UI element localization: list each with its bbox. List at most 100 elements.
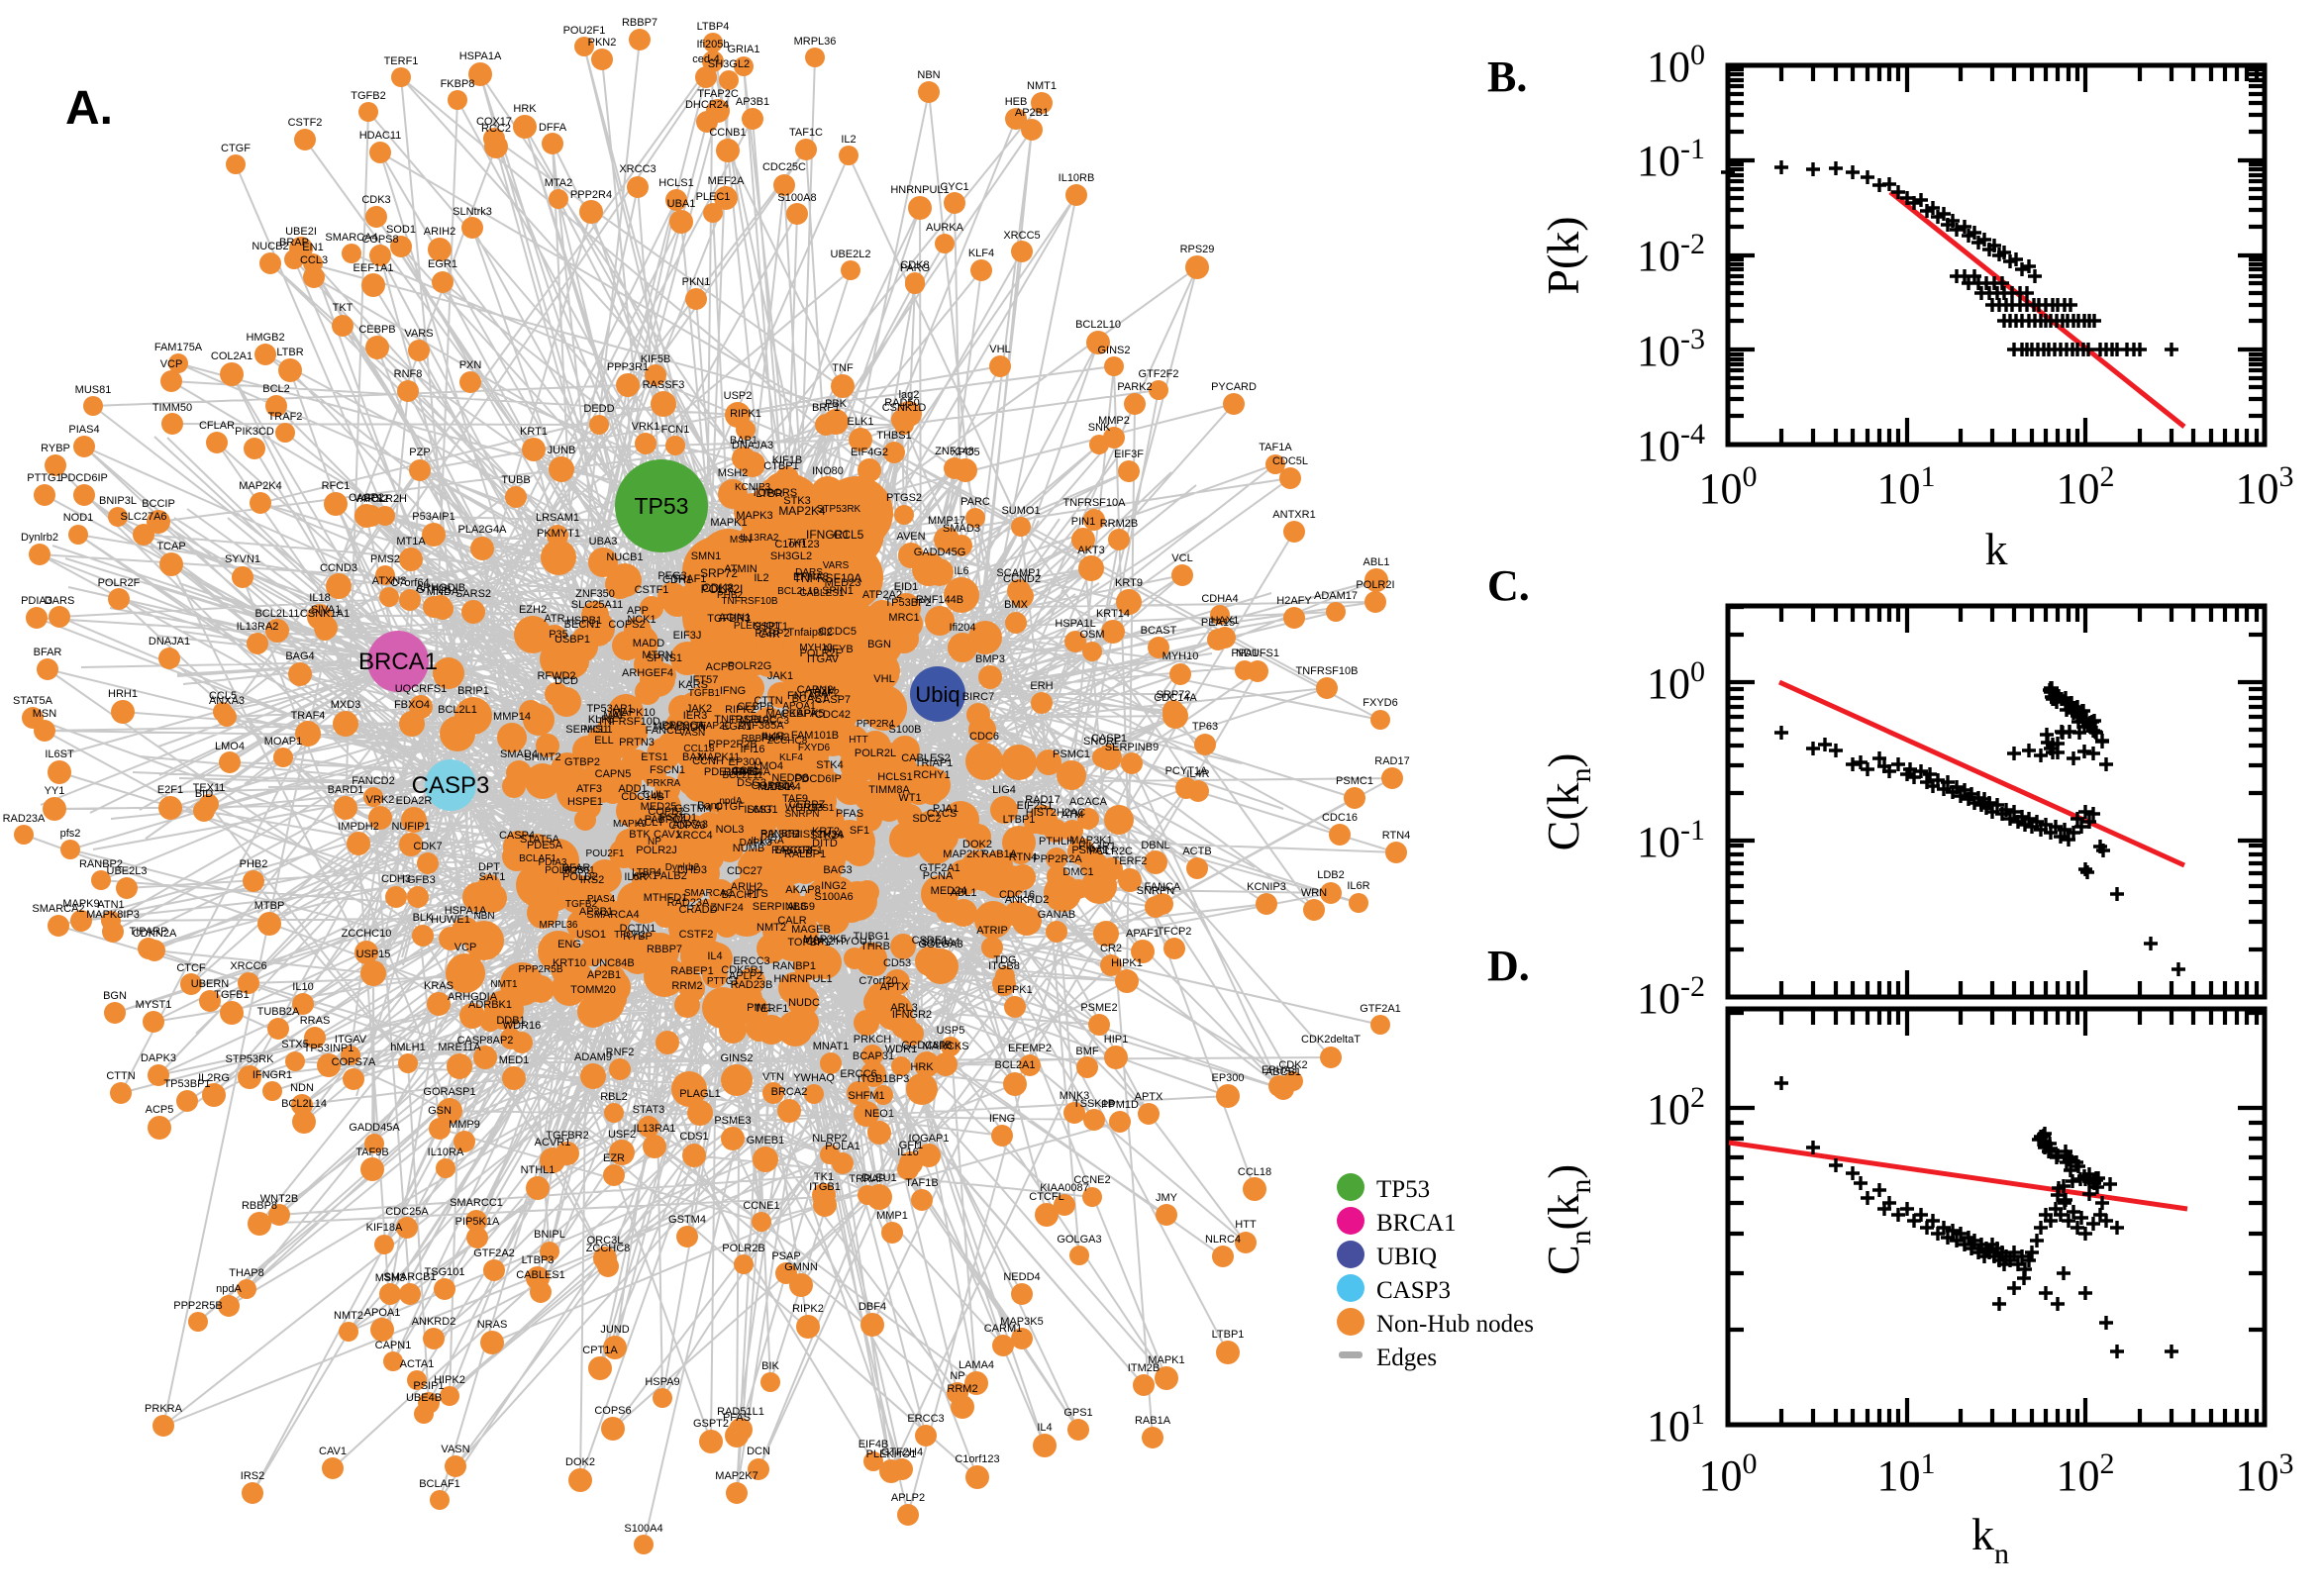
svg-text:AP3B1: AP3B1 [579,906,613,918]
svg-text:PPM1D: PPM1D [1101,1099,1139,1111]
svg-text:KRAS: KRAS [424,980,454,992]
svg-text:ACP5: ACP5 [146,1104,174,1116]
svg-text:PFAS: PFAS [723,1412,751,1424]
svg-text:CDH1: CDH1 [662,574,692,586]
svg-text:CCL18: CCL18 [1238,1166,1271,1178]
svg-text:LIG4: LIG4 [992,784,1016,796]
svg-text:CTBP1: CTBP1 [763,460,798,472]
svg-text:TRAF2: TRAF2 [808,688,840,699]
svg-text:TP53: TP53 [635,493,689,519]
svg-text:UBIQ: UBIQ [1376,1244,1437,1270]
svg-text:KRT14: KRT14 [1096,608,1130,620]
svg-text:TP53BP2: TP53BP2 [884,597,931,609]
svg-text:PTGS2: PTGS2 [886,492,922,504]
svg-text:NMT2: NMT2 [757,922,786,934]
svg-text:DAPK3: DAPK3 [740,838,772,848]
svg-text:PXN: PXN [459,359,482,371]
svg-text:POLR2B: POLR2B [545,865,584,876]
svg-text:CDK8: CDK8 [900,259,929,271]
svg-text:SUMO1: SUMO1 [1001,505,1040,517]
svg-text:GTF2A2: GTF2A2 [473,1247,515,1259]
svg-text:S100A4: S100A4 [921,937,960,948]
svg-text:ATR: ATR [544,613,564,625]
svg-text:E2F1: E2F1 [157,784,183,796]
svg-text:CDC27: CDC27 [727,865,762,877]
svg-text:MAPK9: MAPK9 [613,819,647,830]
svg-text:BCL2L11: BCL2L11 [254,608,299,620]
svg-text:TFCP2: TFCP2 [1158,926,1192,938]
svg-text:SMARCB1: SMARCB1 [383,1271,436,1283]
svg-text:10-2: 10-2 [1637,228,1705,280]
svg-text:PSIP1: PSIP1 [413,1380,444,1392]
svg-text:ANKRD2: ANKRD2 [1005,894,1050,906]
svg-text:DCD: DCD [555,675,578,687]
svg-text:TRRAP: TRRAP [849,1173,885,1185]
svg-text:FANCE: FANCE [646,725,682,737]
svg-text:USF2: USF2 [608,1129,636,1141]
svg-text:S100A4: S100A4 [624,1523,662,1535]
svg-text:GPS1: GPS1 [1063,1407,1092,1419]
svg-text:ETS1: ETS1 [641,751,668,763]
svg-text:RAD50: RAD50 [884,397,919,409]
svg-text:ATP2A2: ATP2A2 [862,589,902,601]
svg-text:PPP3R1: PPP3R1 [607,361,649,373]
svg-text:APLP2: APLP2 [729,970,762,982]
svg-text:GOLGA3: GOLGA3 [1057,1234,1101,1246]
svg-text:lag2: lag2 [899,389,920,401]
svg-text:NP: NP [648,837,661,848]
svg-text:NOD1: NOD1 [63,512,94,524]
svg-text:ARHGDIB: ARHGDIB [416,582,465,594]
svg-text:HAX1: HAX1 [632,871,658,882]
svg-text:ATM: ATM [1061,809,1083,821]
svg-text:PSMD1: PSMD1 [659,812,697,824]
svg-text:UBE2L2: UBE2L2 [831,249,871,260]
svg-text:NRAS: NRAS [477,1319,508,1331]
svg-text:RRAS: RRAS [300,1015,331,1027]
svg-text:BGN: BGN [867,639,891,650]
svg-text:IL6ST: IL6ST [45,748,74,760]
svg-text:Dynlrb2: Dynlrb2 [21,532,58,544]
svg-text:CULT: CULT [643,789,670,801]
svg-text:H2AFY: H2AFY [1276,595,1312,607]
svg-text:k: k [1985,524,2008,574]
svg-text:IFNGR1: IFNGR1 [252,1069,292,1081]
svg-text:VASN: VASN [441,1444,469,1455]
svg-text:CTTN: CTTN [106,1070,135,1082]
svg-text:PSMC1: PSMC1 [1336,775,1373,787]
svg-text:BRAP: BRAP [279,237,309,249]
svg-text:HRK: HRK [513,103,537,115]
svg-text:CDC14A: CDC14A [1154,692,1197,704]
svg-text:CAV1: CAV1 [319,1446,347,1457]
svg-text:BECN1: BECN1 [564,619,601,631]
svg-text:PCNA: PCNA [923,870,954,882]
svg-text:RBBP7: RBBP7 [622,17,657,29]
svg-text:RFWD2: RFWD2 [537,670,575,682]
svg-text:PSMA1: PSMA1 [1071,845,1108,856]
svg-text:MAPK10: MAPK10 [612,707,655,719]
svg-text:NMT2: NMT2 [334,1310,363,1322]
svg-text:ATXN3: ATXN3 [372,575,407,587]
svg-text:HUWE1: HUWE1 [431,914,470,926]
svg-text:MED25: MED25 [641,801,677,813]
svg-text:ARHGEF4: ARHGEF4 [622,667,673,679]
svg-text:TGFB1: TGFB1 [688,688,721,699]
svg-text:AURKA: AURKA [926,222,964,234]
svg-text:PTTG1: PTTG1 [27,472,61,484]
svg-text:CDC5L: CDC5L [1272,455,1308,467]
svg-text:PTTG1: PTTG1 [707,976,740,987]
svg-text:WNT2B: WNT2B [260,1193,299,1205]
svg-text:ITM2B: ITM2B [1128,1362,1160,1374]
svg-text:THAP8: THAP8 [229,1267,263,1279]
svg-text:RRM2: RRM2 [947,1383,977,1395]
svg-text:XRCC4: XRCC4 [675,830,712,842]
svg-text:POLR2C: POLR2C [1089,846,1133,857]
svg-text:CYC1: CYC1 [940,181,968,193]
svg-text:ABL1: ABL1 [1364,556,1390,568]
svg-text:ATMIN: ATMIN [724,563,757,575]
svg-text:PIM1: PIM1 [747,1002,772,1014]
svg-text:VARS2: VARS2 [354,493,388,505]
svg-text:CTTN: CTTN [754,695,782,707]
svg-text:GMNN: GMNN [784,1261,818,1273]
svg-text:RIPK2: RIPK2 [725,704,757,716]
svg-text:MAP2K4: MAP2K4 [778,504,826,518]
